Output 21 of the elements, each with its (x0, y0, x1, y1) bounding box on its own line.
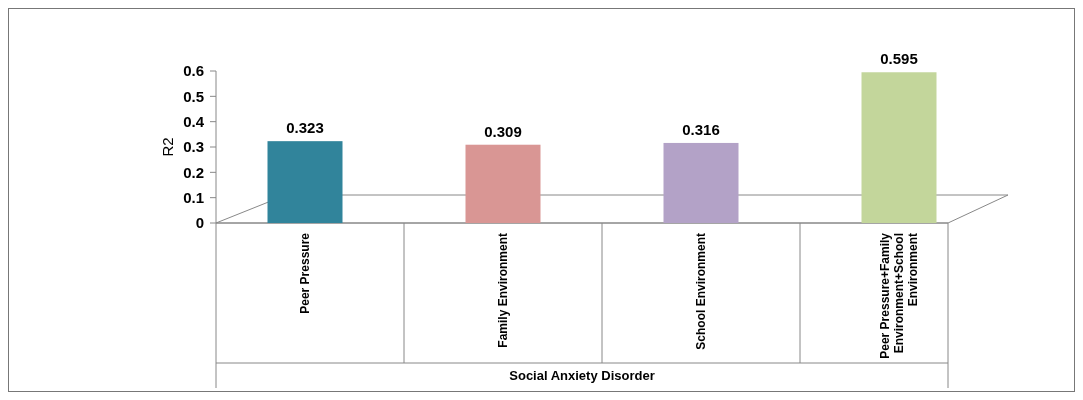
y-tick-label: 0.4 (183, 112, 205, 130)
data-label: 0.309 (484, 122, 522, 140)
x-tick-label: Family Environment (496, 233, 510, 348)
bar (663, 142, 739, 223)
x-tick-label: Peer Pressure (298, 232, 312, 314)
y-tick-label: 0.1 (183, 188, 204, 206)
y-tick-label: 0.6 (183, 62, 204, 80)
x-tick-label: Peer Pressure+Family Environment+School Environment (878, 232, 920, 359)
data-label: 0.316 (682, 120, 720, 138)
bar (465, 144, 541, 223)
x-axis-title: Social Anxiety Disorder (509, 368, 655, 383)
y-axis-title: R2 (159, 137, 176, 157)
data-label: 0.595 (880, 50, 918, 68)
bar (861, 72, 937, 223)
bar (267, 141, 343, 223)
data-label: 0.323 (286, 119, 324, 137)
y-tick-label: 0.3 (183, 138, 204, 156)
y-tick-label: 0.5 (183, 87, 204, 105)
x-tick-label: School Environment (694, 233, 708, 350)
y-tick-label: 0 (195, 214, 204, 232)
y-tick-label: 0.2 (183, 163, 204, 181)
